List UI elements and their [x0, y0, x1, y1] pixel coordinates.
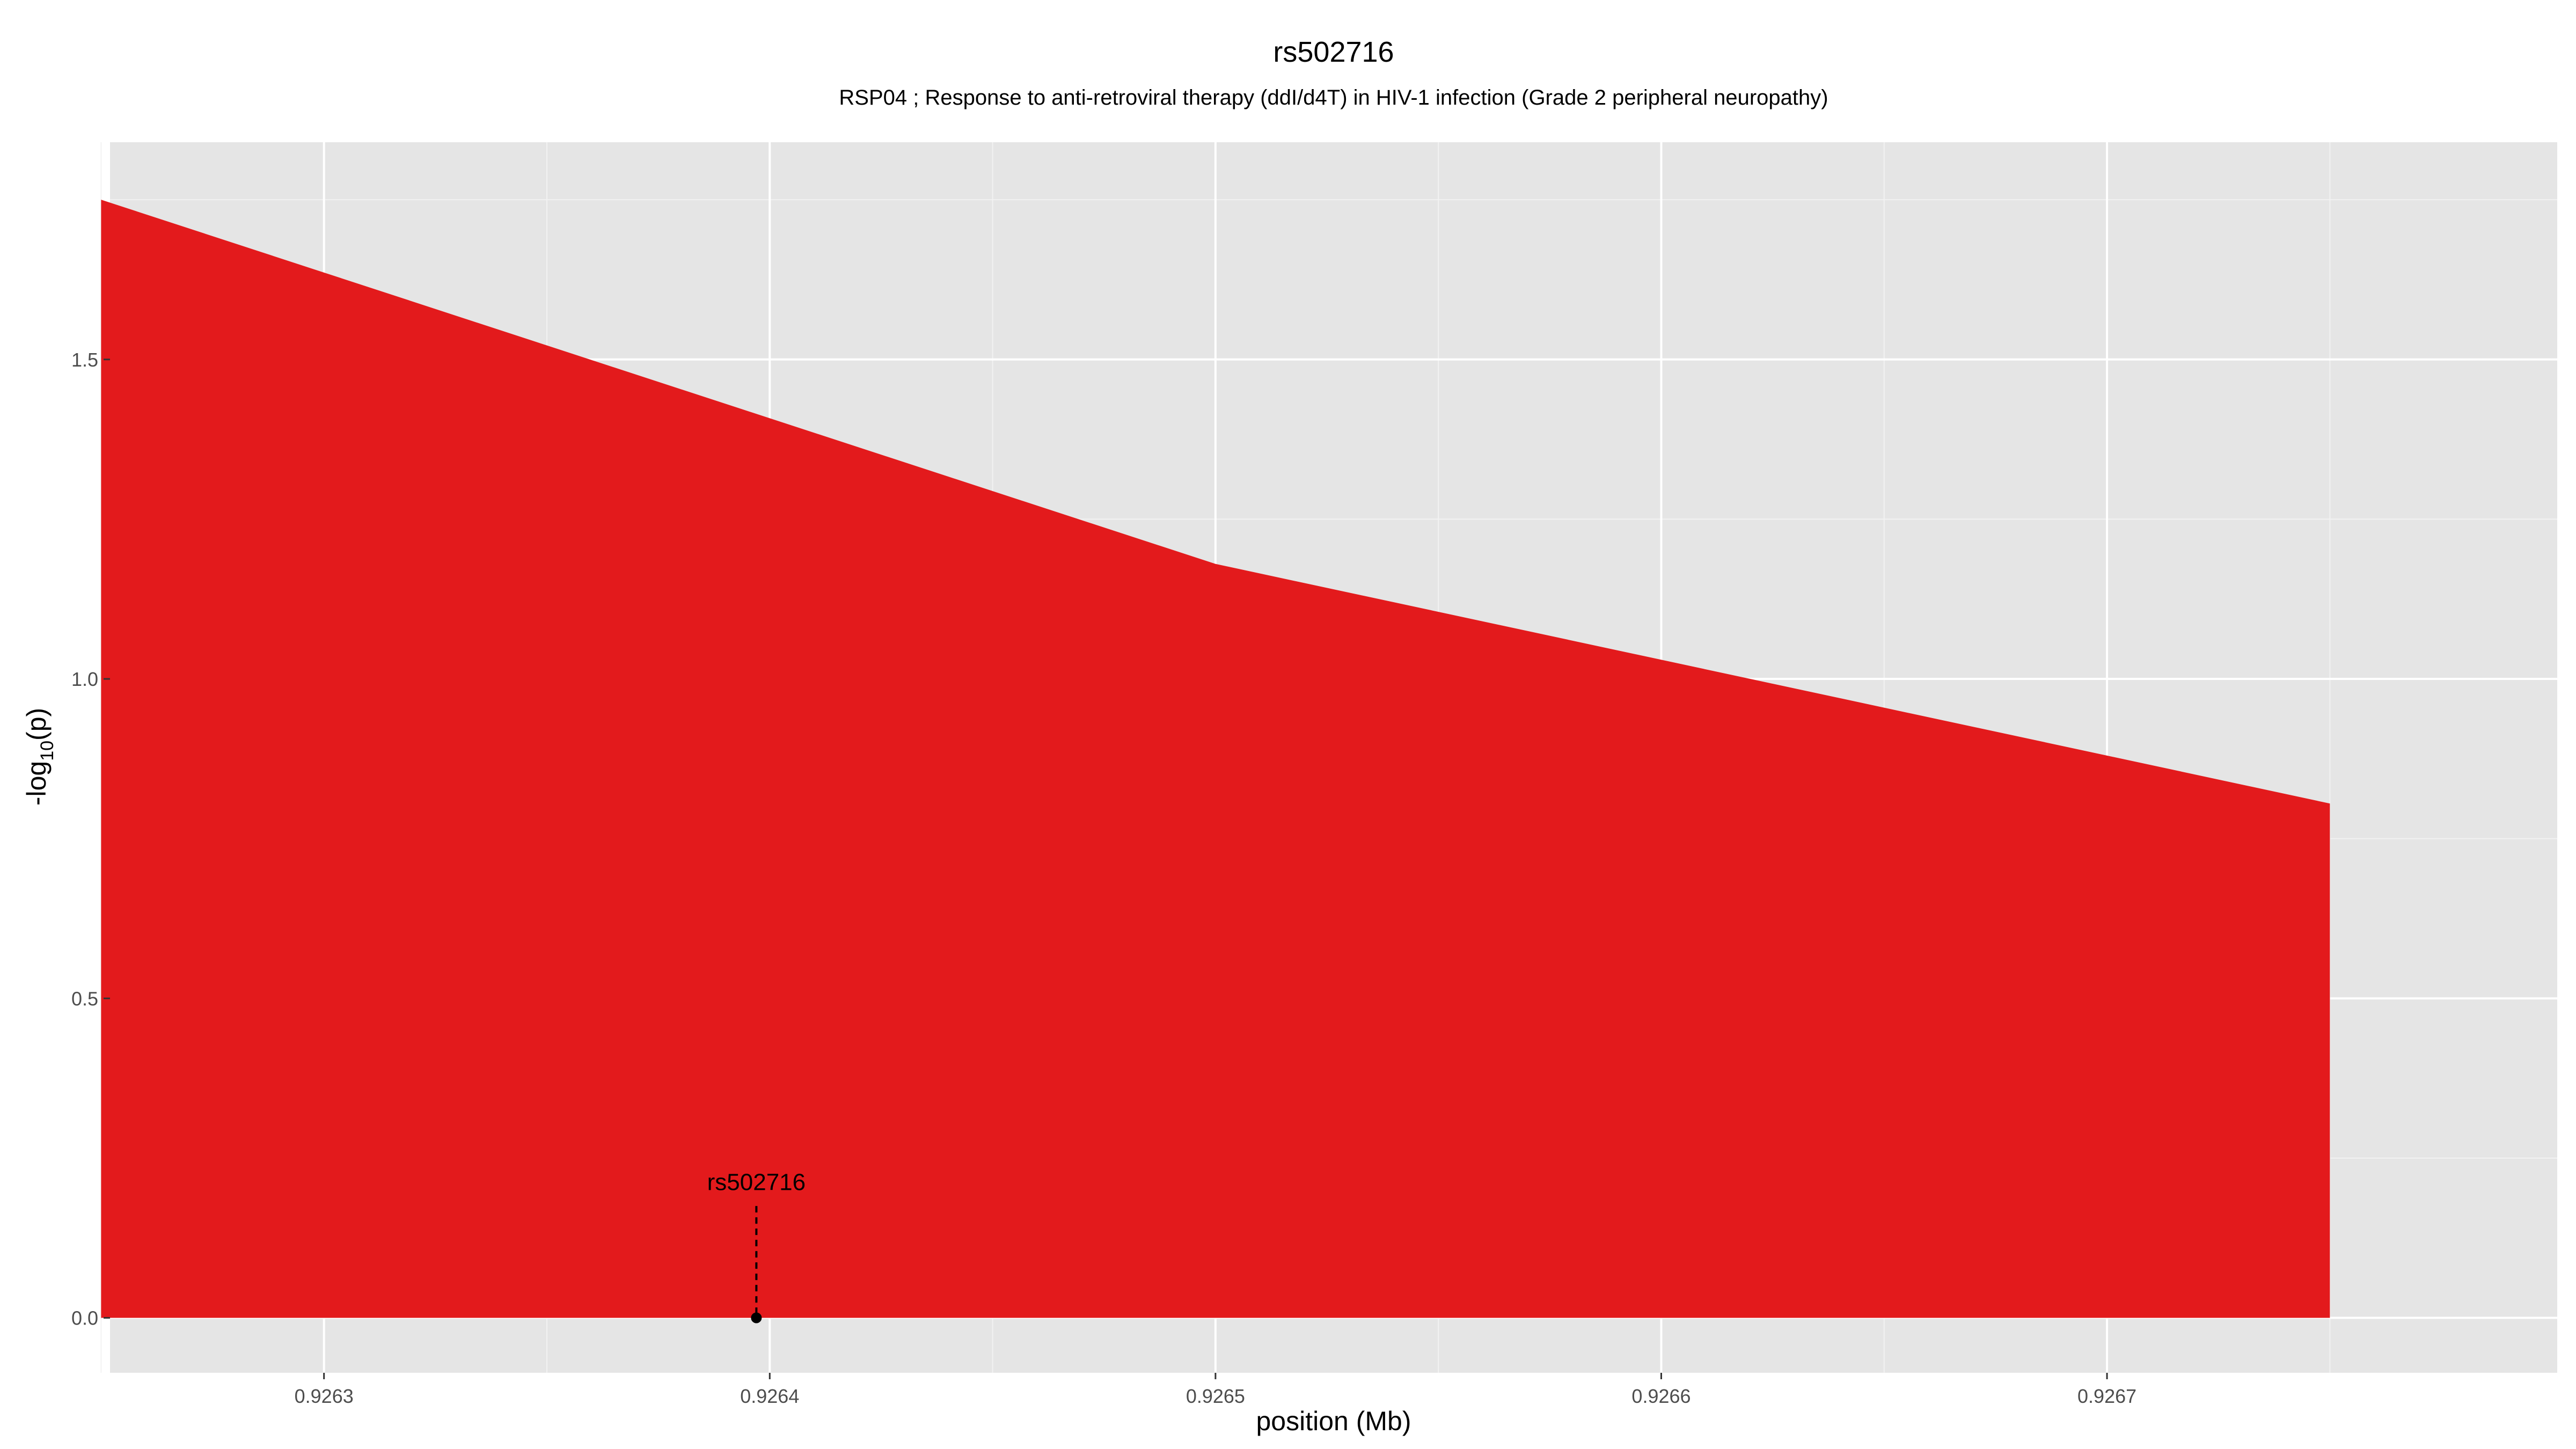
y-axis-label-main: -log — [21, 761, 52, 806]
chart-subtitle: RSP04 ; Response to anti-retroviral ther… — [839, 86, 1828, 109]
y-tick-label: 0.0 — [71, 1307, 98, 1329]
y-axis-label-tail: (p) — [21, 708, 52, 741]
x-axis-label: position (Mb) — [1256, 1406, 1411, 1436]
y-axis-label-subscript: 10 — [37, 741, 57, 761]
area-series — [101, 200, 2330, 1318]
x-tick-label: 0.9264 — [740, 1385, 799, 1407]
y-tick-label: 1.0 — [71, 668, 98, 690]
y-axis-label: -log10(p) — [21, 708, 57, 806]
x-tick-label: 0.9265 — [1186, 1385, 1245, 1407]
x-tick-label: 0.9263 — [295, 1385, 354, 1407]
y-tick-label: 0.5 — [71, 987, 98, 1009]
x-tick-label: 0.9267 — [2077, 1385, 2136, 1407]
chart-title: rs502716 — [1273, 36, 1394, 68]
y-axis-ticks: 0.0 0.5 1.0 1.5 — [71, 349, 110, 1329]
annotation: rs502716 — [707, 1169, 806, 1323]
x-axis-ticks: 0.9263 0.9264 0.9265 0.9266 0.9267 — [295, 1373, 2136, 1407]
y-tick-label: 1.5 — [71, 349, 98, 371]
annotation-point — [751, 1312, 762, 1323]
x-tick-label: 0.9266 — [1631, 1385, 1690, 1407]
annotation-label: rs502716 — [707, 1169, 806, 1195]
